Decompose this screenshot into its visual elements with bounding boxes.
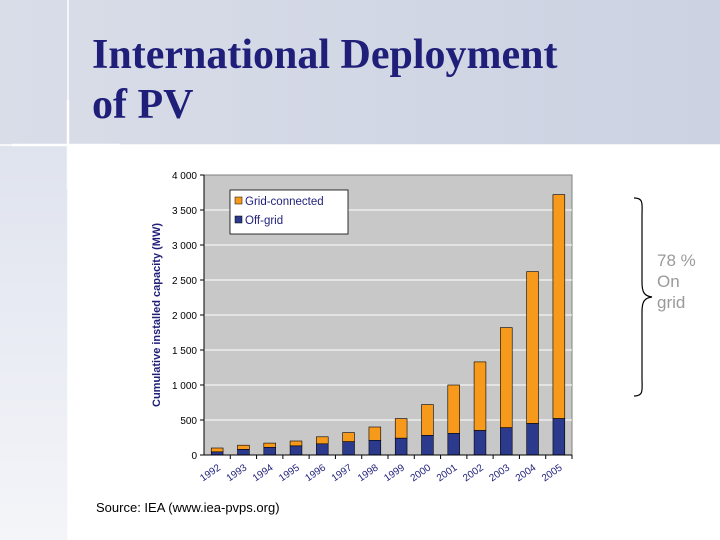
title-line-2: of PV — [92, 82, 194, 128]
annotation-grid: grid — [657, 293, 686, 312]
bar-off-grid — [263, 446, 276, 456]
on-grid-annotation: 78 % On grid — [657, 250, 717, 313]
y-tick-label: 0 — [191, 451, 197, 462]
x-tick-label: 2000 — [409, 462, 434, 484]
chart-legend: Grid-connected Off-grid — [229, 189, 349, 235]
legend-label: Off-grid — [245, 215, 283, 227]
y-tick-label: 500 — [180, 416, 197, 427]
y-tick-label: 4 000 — [172, 171, 197, 182]
legend-label: Grid-connected — [245, 196, 324, 208]
annotation-percent: 78 % — [657, 251, 696, 270]
bar-grid-connected — [500, 327, 513, 429]
bar-grid-connected — [263, 442, 276, 448]
bar-off-grid — [552, 418, 566, 456]
legend-swatch — [234, 196, 243, 205]
x-tick-label: 1992 — [198, 462, 223, 484]
bar-off-grid — [342, 441, 355, 456]
x-tick-label: 2003 — [487, 462, 512, 484]
capacity-chart: 0 500 1 000 1 500 2 000 2 500 3 000 3 500 4 000 C… — [151, 171, 573, 484]
bar-off-grid — [394, 437, 408, 456]
y-tick-label: 1 000 — [172, 381, 197, 392]
x-tick-label: 1993 — [225, 462, 250, 484]
bar-off-grid — [421, 435, 434, 456]
bar-grid-connected — [210, 447, 224, 453]
x-tick-label: 1999 — [382, 462, 407, 484]
y-tick-label: 3 500 — [172, 206, 197, 217]
bar-grid-connected — [447, 384, 460, 434]
x-tick-label: 1994 — [251, 462, 276, 484]
x-tick-label: 2005 — [540, 462, 565, 484]
bar-grid-connected — [552, 194, 566, 419]
y-tick-label: 2 500 — [172, 276, 197, 287]
x-tick-label: 2004 — [514, 462, 539, 484]
bar-off-grid — [447, 432, 460, 456]
bar-grid-connected — [237, 444, 250, 450]
annotation-on: On — [657, 272, 680, 291]
legend-box — [229, 189, 349, 235]
source-citation: Source: IEA (www.iea-pvps.org) — [96, 500, 280, 515]
bar-grid-connected — [368, 426, 382, 441]
curly-brace — [633, 197, 653, 397]
bar-off-grid — [237, 449, 250, 456]
bar-grid-connected — [421, 404, 434, 436]
x-tick-label: 1998 — [356, 462, 381, 484]
legend-swatch — [234, 215, 243, 224]
bar-off-grid — [526, 423, 539, 456]
bar-off-grid — [368, 439, 382, 456]
y-tick-label: 3 000 — [172, 241, 197, 252]
y-tick-label: 1 500 — [172, 346, 197, 357]
bar-off-grid — [500, 427, 513, 456]
bar-grid-connected — [316, 436, 329, 445]
y-axis-label: Cumulative installed capacity (MW) — [151, 223, 163, 407]
title-line-1: International Deployment — [92, 32, 558, 78]
bar-off-grid — [473, 430, 487, 456]
bar-grid-connected — [394, 418, 408, 439]
y-tick-label: 2 000 — [172, 311, 197, 322]
x-tick-label: 1997 — [330, 462, 355, 484]
x-tick-label: 1996 — [303, 462, 328, 484]
x-tick-label: 2001 — [435, 462, 460, 484]
x-tick-label: 1995 — [277, 462, 302, 484]
bar-grid-connected — [526, 271, 539, 424]
bar-off-grid — [316, 443, 329, 456]
slide-title: International Deployment of PV — [92, 30, 702, 130]
bar-off-grid — [289, 445, 303, 456]
bar-grid-connected — [473, 361, 487, 431]
bar-grid-connected — [342, 432, 355, 443]
x-tick-label: 2002 — [461, 462, 486, 484]
bar-grid-connected — [289, 440, 303, 447]
